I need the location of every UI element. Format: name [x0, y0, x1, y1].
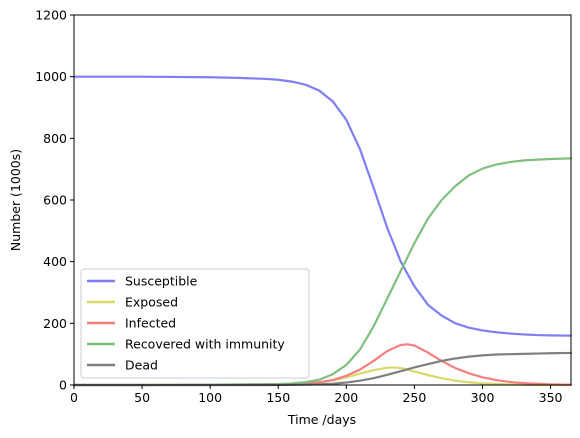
y-axis-label: Number (1000s)	[8, 149, 23, 251]
y-tick-label: 1000	[35, 69, 67, 84]
legend-label: Infected	[125, 316, 176, 331]
series-line-infected	[72, 343, 573, 387]
y-tick-label: 1200	[35, 8, 67, 23]
legend-box	[80, 268, 310, 379]
series-line-recovered-with-immunity	[72, 157, 573, 387]
y-tick-label: 800	[43, 131, 67, 146]
x-tick-label: 200	[334, 390, 358, 405]
x-tick-label: 150	[266, 390, 290, 405]
y-tick-label: 400	[43, 254, 67, 269]
x-tick-label: 250	[402, 390, 426, 405]
x-tick-label: 300	[471, 390, 495, 405]
series-line-susceptible	[72, 75, 573, 337]
legend-label: Dead	[125, 358, 158, 373]
x-tick-label: 100	[198, 390, 222, 405]
y-tick-label: 600	[43, 193, 67, 208]
x-tick-label: 350	[539, 390, 563, 405]
y-tick-label: 200	[43, 316, 67, 331]
legend-label: Susceptible	[125, 274, 198, 289]
legend-label: Recovered with immunity	[125, 337, 285, 352]
x-axis-ticks: 0 50 100 150 200 250 300 350	[70, 385, 563, 405]
legend: Susceptible Exposed Infected Recovered with…	[80, 268, 310, 379]
x-tick-label: 0	[70, 390, 78, 405]
y-axis-ticks: 0 200 400 600 800 1000 1200	[35, 8, 74, 393]
y-tick-label: 0	[59, 378, 67, 393]
x-tick-label: 50	[134, 390, 150, 405]
plot-series	[72, 75, 573, 387]
legend-label: Exposed	[125, 295, 178, 310]
x-axis-label: Time /days	[287, 412, 356, 427]
